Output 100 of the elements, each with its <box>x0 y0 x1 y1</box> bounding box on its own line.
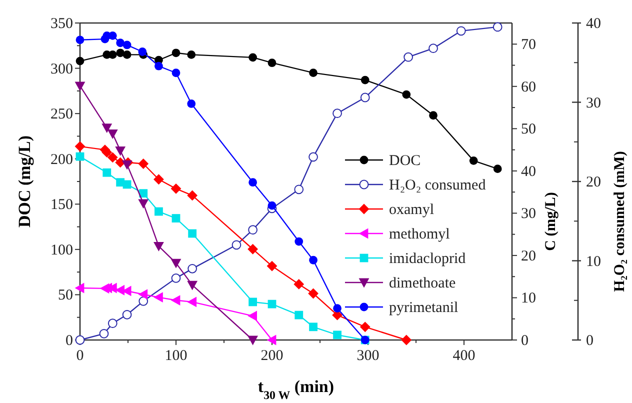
point <box>232 240 242 250</box>
point <box>76 36 84 44</box>
legend-label: H₂O₂ consumed <box>389 178 486 194</box>
point <box>122 160 132 170</box>
point <box>102 168 112 177</box>
point <box>294 310 304 320</box>
point <box>309 322 318 332</box>
point <box>360 76 370 84</box>
point <box>248 225 258 235</box>
point <box>154 292 163 303</box>
x-tick-label: 400 <box>452 348 476 364</box>
point <box>309 68 318 78</box>
point <box>154 207 163 216</box>
point <box>116 38 125 48</box>
point <box>115 146 126 156</box>
point <box>154 174 164 185</box>
point <box>102 124 112 134</box>
x-tick-label: 300 <box>356 348 380 364</box>
point <box>138 296 148 306</box>
point <box>187 100 196 108</box>
point <box>248 336 258 346</box>
point <box>248 178 257 187</box>
point <box>268 300 276 308</box>
y-tick-label: 0 <box>66 333 73 349</box>
y-tick-label: 300 <box>50 61 73 78</box>
point <box>138 158 149 169</box>
point <box>266 260 278 272</box>
y2-tick-label: 20 <box>521 248 536 264</box>
point <box>493 164 502 174</box>
y2-tick-label: 40 <box>521 164 536 180</box>
point <box>107 152 118 163</box>
point <box>99 328 109 338</box>
point <box>248 244 258 254</box>
point <box>76 152 84 161</box>
point <box>107 130 118 139</box>
point <box>154 242 164 252</box>
y3-tick-label: 0 <box>586 333 594 349</box>
y2-tick-label: 10 <box>521 290 536 307</box>
point <box>428 44 438 54</box>
point <box>309 256 318 264</box>
point <box>248 310 257 322</box>
y-tick-label: 50 <box>58 288 73 304</box>
point <box>333 330 342 340</box>
point <box>187 190 198 201</box>
point <box>401 334 412 346</box>
y-tick-label: 350 <box>50 16 73 32</box>
point <box>429 111 438 120</box>
y-tick-label: 100 <box>50 242 73 258</box>
point <box>294 184 304 194</box>
point <box>492 22 502 32</box>
point <box>108 318 118 328</box>
point <box>116 48 125 58</box>
legend-label: oxamyl <box>389 202 434 218</box>
point <box>248 298 257 306</box>
point <box>332 108 342 118</box>
point <box>188 229 197 238</box>
point <box>172 214 180 222</box>
point <box>76 56 84 66</box>
point <box>74 282 84 294</box>
x-tick-label: 0 <box>76 348 84 364</box>
point <box>333 304 342 312</box>
point <box>122 40 132 50</box>
point <box>138 48 147 56</box>
x-tick-label: 200 <box>260 348 284 364</box>
y-axis-title: DOC (mg/L) <box>15 135 34 228</box>
point <box>154 62 163 70</box>
point <box>268 201 276 210</box>
y2-tick-label: 70 <box>521 37 536 54</box>
point <box>187 280 198 290</box>
point <box>308 152 318 162</box>
point <box>171 273 181 283</box>
point <box>187 50 196 59</box>
point <box>360 92 370 102</box>
x-axis-title: t$_{30 W}$ (min) <box>258 377 334 402</box>
legend-label: imidacloprid <box>389 251 466 267</box>
point <box>74 82 86 92</box>
point <box>456 26 466 36</box>
y2-tick-label: 0 <box>521 333 528 349</box>
point <box>308 288 318 299</box>
point <box>138 199 149 209</box>
point <box>122 310 132 320</box>
point <box>360 322 370 332</box>
y2-axis-title: C (mg/L) <box>543 192 559 251</box>
legend-label: dimethoate <box>389 276 456 292</box>
y3-tick-label: 20 <box>586 174 601 190</box>
y2-tick-label: 30 <box>521 206 536 222</box>
point <box>268 58 276 68</box>
point <box>469 156 478 165</box>
point <box>404 52 414 62</box>
point <box>188 264 198 274</box>
point <box>266 334 276 346</box>
point <box>294 279 304 290</box>
point <box>294 237 304 246</box>
y3-tick-label: 30 <box>586 95 601 112</box>
y3-axis-title: H₂O₂ consumed (mM) <box>612 151 628 292</box>
legend-label: DOC <box>389 153 421 169</box>
point <box>187 296 197 308</box>
point <box>172 68 180 78</box>
x-tick-label: 100 <box>164 348 188 364</box>
point <box>138 289 148 300</box>
